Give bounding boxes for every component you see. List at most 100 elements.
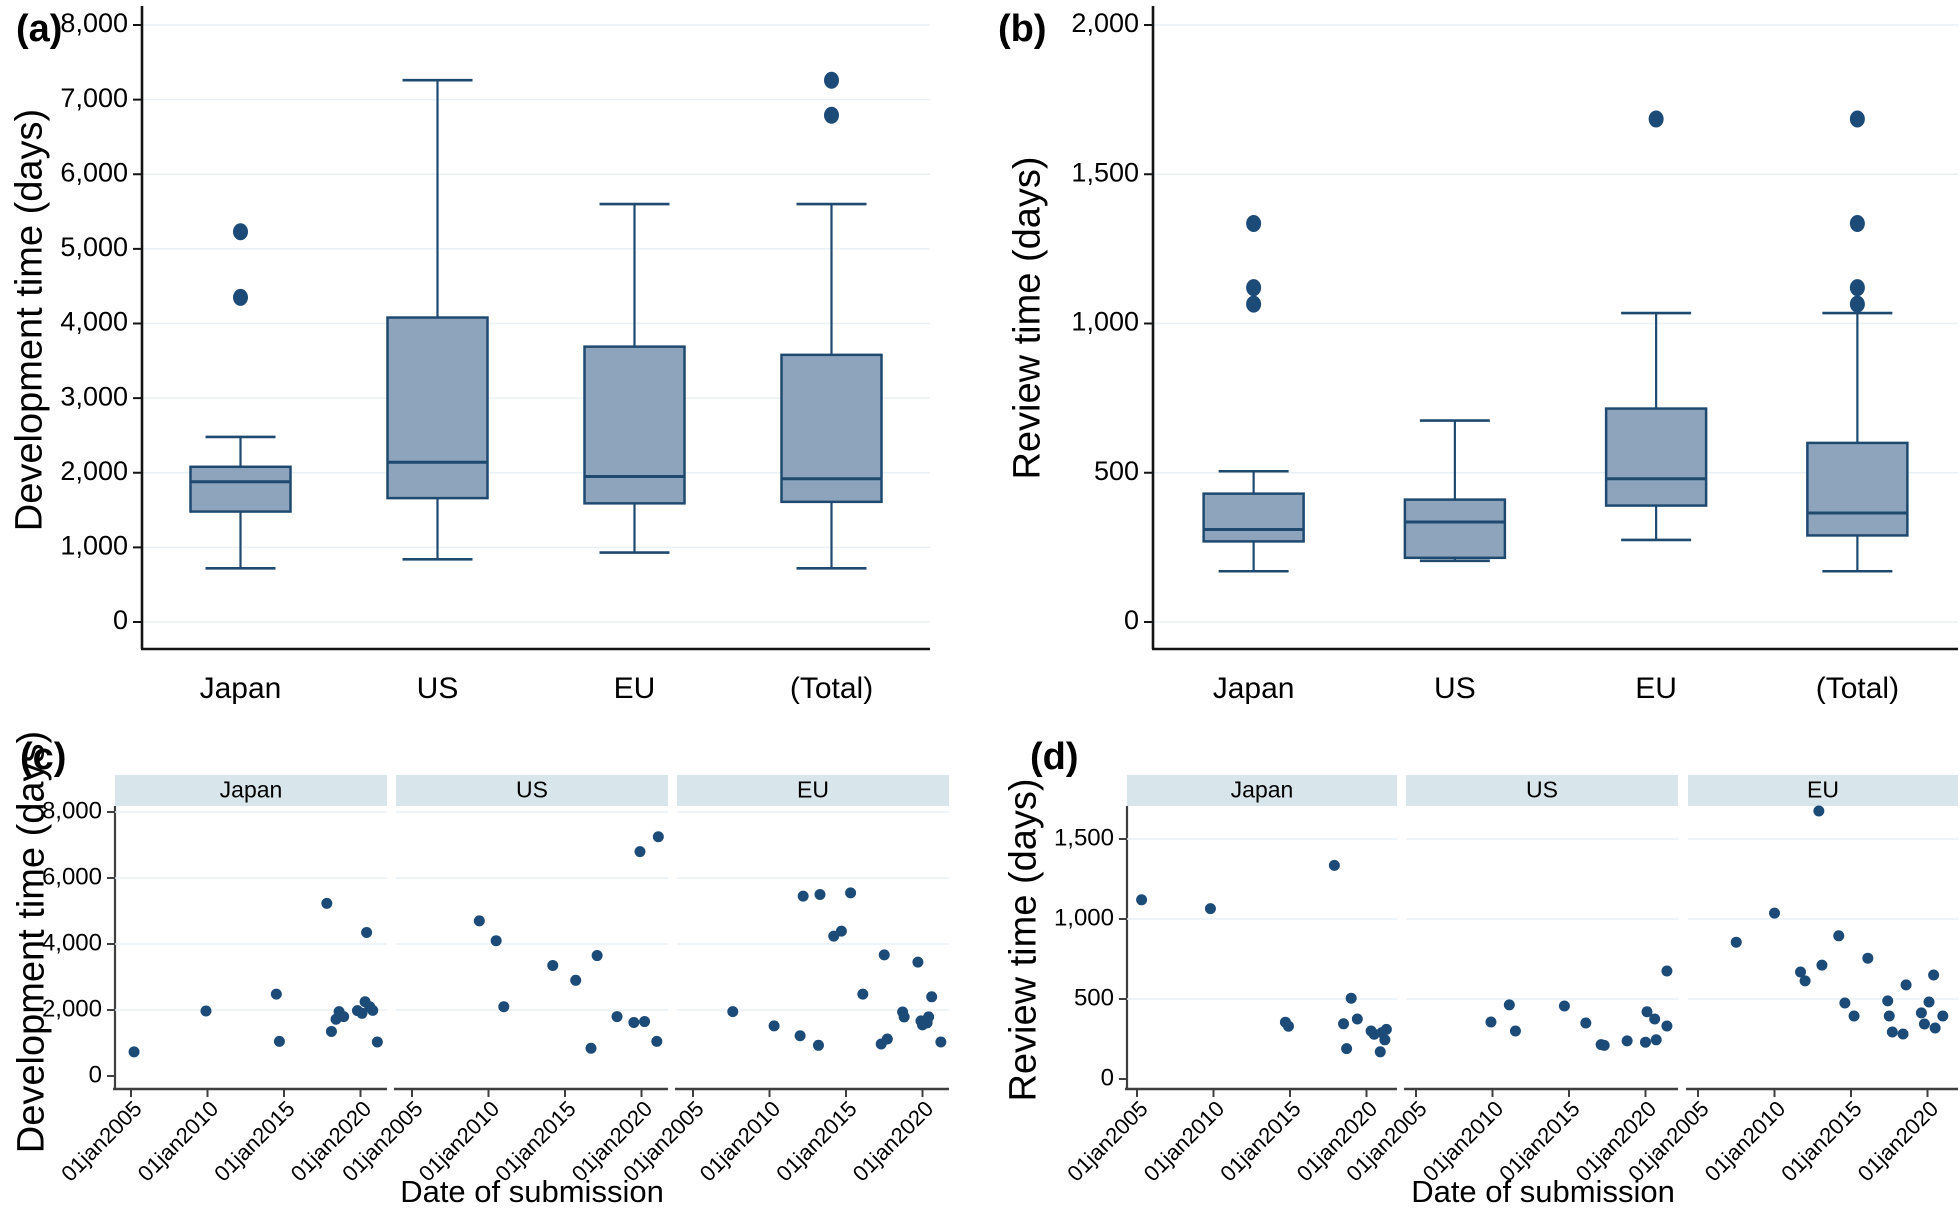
- scatter-dot: [634, 846, 646, 858]
- scatter-dot: [1833, 930, 1845, 942]
- scatter-dot: [1341, 1043, 1353, 1055]
- scatter-dot: [814, 889, 826, 900]
- scatter-dot: [1937, 1010, 1949, 1022]
- scatter-dot: [1338, 1018, 1350, 1030]
- box-japan: [1202, 492, 1305, 543]
- x-tick-label: 01jan2010: [414, 1096, 504, 1186]
- scatter-dot: [1345, 992, 1357, 1004]
- panel-c-y-axis-title: Development time (days): [10, 730, 53, 1154]
- y-tick-label: 2,000: [42, 995, 102, 1022]
- scatter-dot: [1641, 1006, 1653, 1018]
- scatter-dot: [727, 1006, 739, 1018]
- y-tick-label: 500: [1074, 984, 1114, 1011]
- outlier-dot: [1246, 279, 1262, 297]
- box-us: [1403, 498, 1507, 560]
- scatter-dot: [611, 1011, 623, 1023]
- scatter-dot: [1380, 1023, 1392, 1035]
- scatter-dot: [1640, 1036, 1651, 1048]
- panel-d-y-axis-title: Review time (days): [1002, 778, 1045, 1102]
- scatter-dot: [845, 887, 857, 899]
- outlier-dot: [1648, 110, 1664, 128]
- x-tick-label: 01jan2015: [490, 1096, 580, 1186]
- scatter-dot: [1374, 1046, 1386, 1058]
- facet-strip: [115, 775, 387, 806]
- panel-c-label: (c): [20, 736, 67, 778]
- facet-label: Japan: [1231, 777, 1294, 803]
- category-label: Japan: [1213, 672, 1295, 705]
- scatter-dot: [912, 956, 924, 968]
- scatter-dot: [371, 1036, 383, 1048]
- scatter-dot: [490, 935, 502, 947]
- y-tick-label: 1,000: [60, 531, 128, 561]
- scatter-dot: [1649, 1013, 1661, 1025]
- category-label: (Total): [790, 672, 873, 705]
- panel-b-label: (b): [998, 8, 1047, 50]
- scatter-dot: [1509, 1025, 1521, 1037]
- scatter-dot: [367, 1004, 379, 1016]
- scatter-dot: [1882, 995, 1894, 1007]
- y-tick-label: 6,000: [60, 157, 128, 187]
- y-tick-label: 7,000: [60, 83, 128, 113]
- scatter-dot: [797, 890, 809, 902]
- scatter-dot: [1598, 1039, 1610, 1051]
- outlier-dot: [824, 106, 839, 124]
- scatter-dot: [812, 1039, 824, 1051]
- scatter-dot: [935, 1036, 947, 1048]
- y-tick-label: 4,000: [60, 307, 128, 337]
- y-tick-label: 3,000: [60, 381, 128, 411]
- x-tick-label: 01jan2015: [1776, 1096, 1866, 1186]
- outlier-dot: [1849, 215, 1865, 233]
- panel-d-x-axis-title: Date of submission: [1411, 1174, 1675, 1209]
- scatter-dot: [794, 1030, 806, 1042]
- scatter-dot: [628, 1017, 640, 1029]
- facet-label: EU: [1807, 777, 1839, 803]
- scatter-dot: [1848, 1010, 1860, 1022]
- scatter-dot: [270, 988, 282, 1000]
- x-tick-label: 01jan2015: [1215, 1096, 1305, 1186]
- box-eu: [1604, 407, 1708, 507]
- facet-label: Japan: [220, 777, 283, 803]
- outlier-dot: [1849, 295, 1865, 313]
- y-tick-label: 5,000: [60, 232, 128, 262]
- scatter-dot: [1650, 1034, 1662, 1046]
- y-tick-label: 2,000: [60, 456, 128, 486]
- category-label: US: [417, 672, 459, 705]
- scatter-dot: [128, 1046, 140, 1058]
- scatter-dot: [473, 915, 485, 927]
- y-tick-label: 1,000: [1071, 307, 1139, 337]
- outlier-dot: [1246, 215, 1262, 233]
- scatter-dot: [200, 1005, 212, 1017]
- outlier-dot: [1246, 295, 1262, 313]
- x-tick-label: 01jan2010: [1700, 1096, 1790, 1186]
- scatter-dot: [1204, 903, 1216, 915]
- y-tick-label: 8,000: [60, 8, 128, 38]
- outlier-dot: [233, 223, 248, 241]
- scatter-dot: [1485, 1016, 1497, 1028]
- scatter-dot: [1839, 997, 1851, 1009]
- outlier-dot: [233, 288, 248, 306]
- panel-a-label: (a): [16, 8, 63, 50]
- scatter-dot: [361, 926, 373, 938]
- scatter-dot: [1379, 1034, 1391, 1046]
- scatter-dot: [570, 974, 582, 986]
- y-tick-label: 6,000: [42, 863, 102, 890]
- scatter-dot: [1136, 894, 1148, 906]
- category-label: (Total): [1816, 672, 1899, 705]
- scatter-dot: [1730, 936, 1742, 948]
- x-tick-label: 01jan2020: [1853, 1096, 1943, 1186]
- scatter-dot: [1883, 1010, 1895, 1022]
- facet-strip: [677, 775, 949, 806]
- category-label: Japan: [200, 672, 282, 705]
- y-tick-label: 0: [1101, 1064, 1114, 1091]
- panel-b-y-axis-title: Review time (days): [1006, 156, 1049, 480]
- scatter-dot: [926, 991, 938, 1003]
- scatter-dot: [1351, 1013, 1363, 1025]
- box-us: [386, 316, 489, 500]
- scatter-dot: [1580, 1017, 1592, 1029]
- facet-strip: [1688, 775, 1958, 806]
- panel-c-x-axis-title: Date of submission: [400, 1174, 664, 1209]
- box-eu: [583, 345, 686, 505]
- y-tick-label: 0: [113, 605, 128, 635]
